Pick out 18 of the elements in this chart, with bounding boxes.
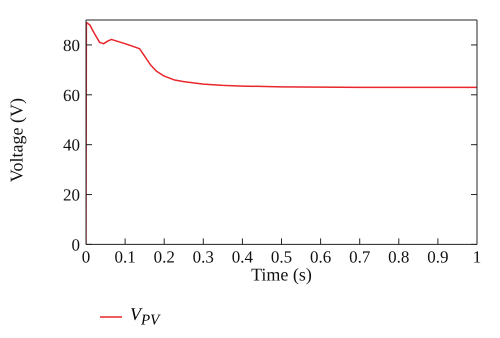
y-tick-label: 0 [72,235,80,254]
x-tick-label: 0.7 [349,247,371,266]
y-axis-title: Voltage (V) [6,98,26,182]
x-tick-label: 0.4 [232,247,254,266]
x-tick-label: 0.8 [388,247,410,266]
x-axis-title: Time (s) [251,264,312,284]
x-tick-label: 0.5 [270,247,292,266]
x-tick-label: 0.2 [154,247,175,266]
x-tick-label: 0.6 [310,247,332,266]
legend-label: V$_{PV}$ [130,304,160,330]
x-tick-label: 0.9 [427,247,449,266]
y-tick-label: 40 [63,136,80,155]
x-tick-label: 0.1 [114,247,136,266]
y-tick-label: 60 [63,86,80,105]
x-tick-label: 1 [472,247,482,266]
y-tick-label: 20 [63,186,80,205]
x-tick-label: 0.3 [192,247,214,266]
y-tick-label: 80 [63,36,80,55]
